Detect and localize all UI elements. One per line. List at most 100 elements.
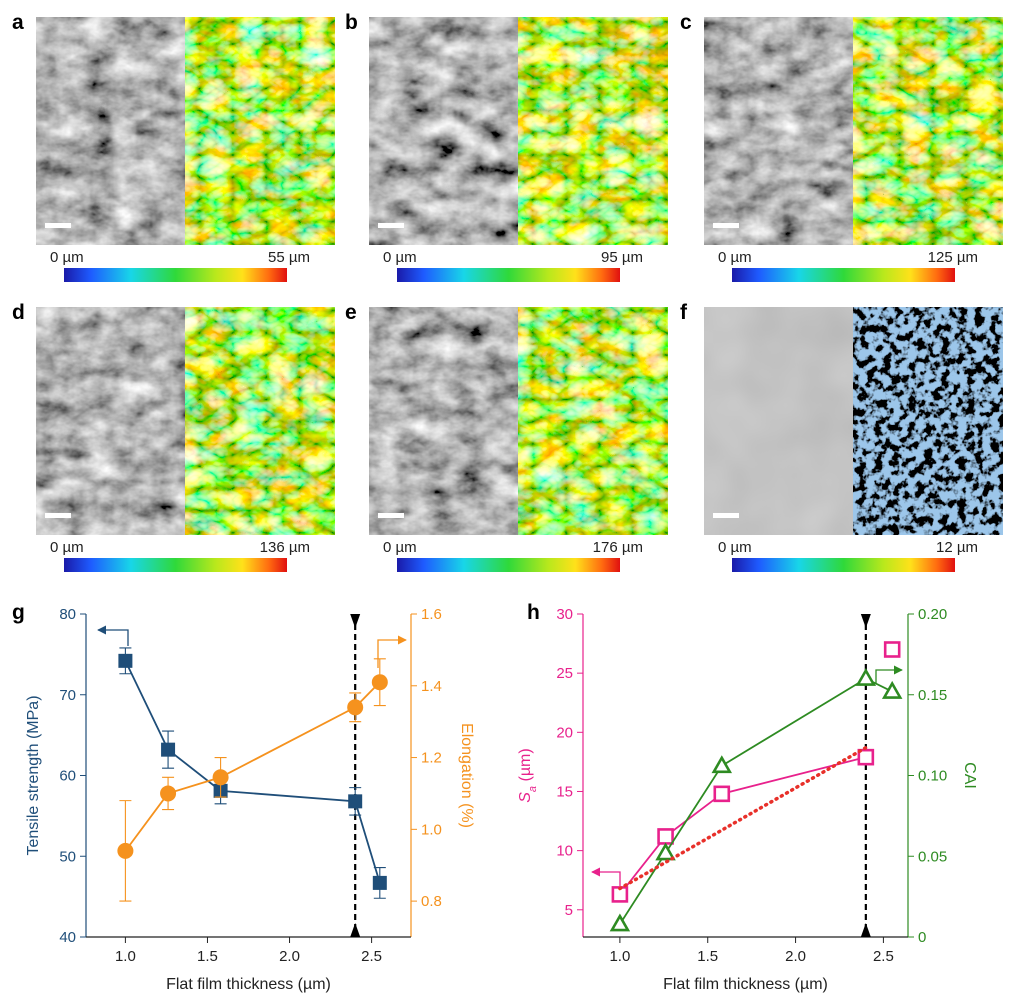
x-tick-label: 1.0 <box>115 948 136 965</box>
x-tick-label: 2.0 <box>785 948 806 965</box>
y2-tick-label: 0 <box>918 929 926 946</box>
annotations <box>97 625 903 886</box>
axis-pointer <box>97 625 129 646</box>
height-map-image <box>518 307 668 535</box>
x-tick-label: 2.5 <box>361 948 382 965</box>
reference-marker <box>860 614 871 628</box>
marker <box>118 653 133 668</box>
colorbar-max-label: 55 µm <box>268 249 310 266</box>
y-tick-label: 20 <box>556 724 573 741</box>
x-axis-title: Flat film thickness (µm) <box>166 976 331 993</box>
colorbar-max-label: 12 µm <box>936 539 978 556</box>
panel-label: d <box>12 301 25 324</box>
colorbar-min-label: 0 µm <box>718 249 752 266</box>
y-tick-label: 70 <box>59 687 76 704</box>
y-tick-label: 15 <box>556 783 573 800</box>
y-tick-label: 25 <box>556 665 573 682</box>
colorbar <box>64 268 287 282</box>
series-line <box>618 756 867 896</box>
y-tick-label: 80 <box>59 606 76 623</box>
colorbar-min-label: 0 µm <box>718 539 752 556</box>
trend-line <box>618 745 868 891</box>
y-axis-title-symbol: S <box>517 792 534 803</box>
panel-label: a <box>12 11 24 34</box>
y-axis-title: Tensile strength (MPa) <box>25 695 42 855</box>
height-map-image <box>185 307 335 535</box>
chart: h 1.0 1.5 2.0 2.5 5 10 15 20 25 30 0 0.05 0.10 0.15 0.2… <box>517 601 978 993</box>
y-axis-title-unit: (µm) <box>517 748 534 786</box>
x-tick-label: 1.5 <box>197 948 218 965</box>
marker <box>855 667 877 686</box>
reference-marker <box>350 923 361 937</box>
y2-tick-label: 1.6 <box>421 606 442 623</box>
series-line <box>618 677 894 925</box>
marker <box>161 742 176 757</box>
y-axis-title: Sa (µm) <box>517 748 539 802</box>
colorbar-min-label: 0 µm <box>50 539 84 556</box>
panel: a 0 µm 55 µm <box>12 11 335 282</box>
height-map-image <box>853 307 1003 535</box>
marker <box>883 641 901 658</box>
series-line <box>124 659 381 884</box>
panel-label: h <box>527 601 540 624</box>
colorbar <box>397 268 620 282</box>
sem-image <box>36 17 185 245</box>
marker <box>212 769 229 786</box>
scale-bar <box>378 223 404 228</box>
reference-marker <box>350 614 361 628</box>
y-axis-title-subscript: a <box>527 786 539 792</box>
colorbar <box>64 558 287 572</box>
colorbar-min-label: 0 µm <box>383 539 417 556</box>
marker <box>713 785 731 803</box>
marker <box>655 842 676 861</box>
height-map-image <box>853 17 1003 245</box>
y-tick-label: 5 <box>565 902 573 919</box>
colorbar <box>732 558 955 572</box>
colorbar-max-label: 125 µm <box>928 249 978 266</box>
marker <box>371 674 388 691</box>
y2-tick-label: 0.8 <box>421 893 442 910</box>
panel-label: c <box>680 11 692 34</box>
colorbar-min-label: 0 µm <box>383 249 417 266</box>
marker <box>347 699 364 716</box>
marker <box>348 794 363 809</box>
y2-axis-title: Elongation (%) <box>458 723 475 828</box>
scale-bar <box>378 513 404 518</box>
y2-axis-title: CAI <box>961 762 978 789</box>
chart: g 1.0 1.5 2.0 2.5 40 50 60 70 80 0.8 1.0 1.2 1.4 1.6 Fl… <box>12 601 475 993</box>
panel-label: g <box>12 601 25 624</box>
sem-image <box>36 307 185 535</box>
colorbar <box>732 268 955 282</box>
panel: e 0 µm 176 µm <box>345 301 668 572</box>
y-tick-label: 60 <box>59 768 76 785</box>
panel-label: e <box>345 301 357 324</box>
reference-marker <box>860 923 871 937</box>
y2-tick-label: 1.0 <box>421 821 442 838</box>
sem-image <box>704 17 853 245</box>
colorbar <box>397 558 620 572</box>
x-tick-label: 2.0 <box>279 948 300 965</box>
series-line <box>124 681 381 852</box>
charts: g1.0 1.5 2.0 2.540506070800.81.01.21.41.6Fl… <box>12 601 978 993</box>
y-tick-label: 40 <box>59 929 76 946</box>
colorbar-max-label: 95 µm <box>601 249 643 266</box>
marker <box>609 913 631 932</box>
sem-image <box>704 307 853 535</box>
y2-tick-label: 0.20 <box>918 606 947 623</box>
panel: f 0 µm 12 µm <box>680 301 1003 572</box>
panel-label: f <box>680 301 688 324</box>
marker <box>881 680 903 699</box>
colorbar-max-label: 136 µm <box>260 539 310 556</box>
marker <box>711 755 733 774</box>
scale-bar <box>713 513 739 518</box>
y2-tick-label: 1.4 <box>421 678 442 695</box>
y2-tick-label: 0.05 <box>918 848 947 865</box>
colorbar-min-label: 0 µm <box>50 249 84 266</box>
x-axis-title: Flat film thickness (µm) <box>663 976 828 993</box>
x-tick-label: 2.5 <box>873 948 894 965</box>
sem-image <box>369 17 518 245</box>
y-tick-label: 10 <box>556 843 573 860</box>
marker <box>372 875 387 890</box>
y2-tick-label: 1.2 <box>421 750 442 767</box>
